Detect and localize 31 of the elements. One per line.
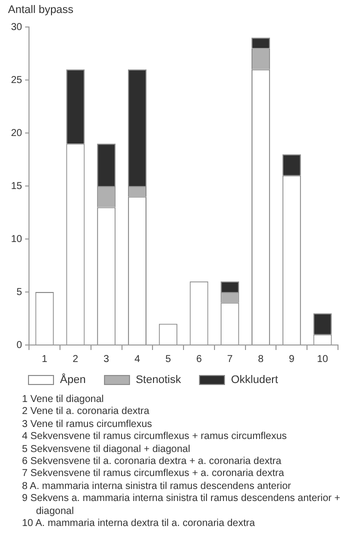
text: 5 Sekvensvene til diagonal + diagonal xyxy=(22,444,192,456)
x-tick-label: 10 xyxy=(316,354,329,365)
x-tick-label: 4 xyxy=(134,354,140,365)
legend-label: Okkludert xyxy=(230,374,278,386)
y-tick-label: 15 xyxy=(11,180,23,192)
text: 2 Vene til a. coronaria dextra xyxy=(22,406,150,419)
y-axis-title: Antall bypass xyxy=(8,4,74,18)
x-tick-label: 2 xyxy=(72,354,79,365)
x-tick-label: 5 xyxy=(165,354,172,365)
text: 9 Sekvens a. mammaria interna sinistra til ramus descendens anterior + diagonal xyxy=(22,493,342,518)
text: 10 A. mammaria interna dextra til a. coronaria dextra xyxy=(22,518,256,530)
x-tick-label: 6 xyxy=(196,354,202,365)
x-tick-label: 9 xyxy=(288,354,295,365)
y-tick-label: 10 xyxy=(11,234,23,245)
text: 4 Sekvensvene til ramus circumflexus + ramus circumflexus xyxy=(22,431,288,444)
text: 3 Vene til ramus circumflexus xyxy=(22,418,154,432)
x-tick-label: 3 xyxy=(104,354,110,365)
y-tick-label: 0 xyxy=(16,340,23,351)
x-tick-label: 1 xyxy=(42,354,48,365)
y-tick-label: 5 xyxy=(16,286,23,298)
text: 8 A. mammaria interna sinistra til ramus descendens anterior xyxy=(22,480,292,494)
legend-label: Stenotisk xyxy=(136,374,181,386)
y-tick-label: 25 xyxy=(11,74,23,86)
text: 7 Sekvensvene til ramus circumflexus + a. coronaria dextra xyxy=(22,468,286,481)
text: Åpen xyxy=(60,374,86,386)
y-tick-label: 30 xyxy=(11,22,23,33)
x-tick-label: 8 xyxy=(258,354,264,365)
x-tick-label: 7 xyxy=(227,354,234,365)
text: 1 Vene til diagonal xyxy=(22,394,105,406)
y-tick-label: 20 xyxy=(11,128,23,139)
text: 6 Sekvensvene til a. coronaria dextra + a. coronaria dextra xyxy=(22,456,282,468)
